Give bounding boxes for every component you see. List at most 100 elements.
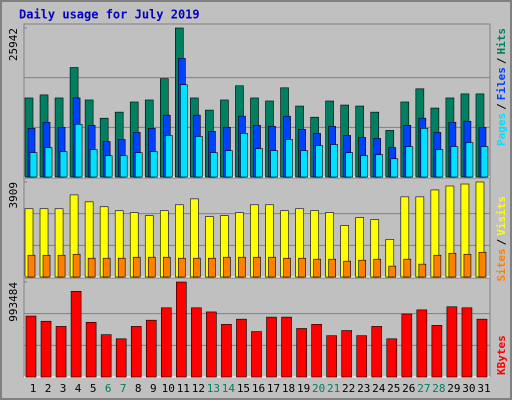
bar — [40, 320, 52, 378]
bar — [296, 328, 307, 378]
legend-separator: / — [495, 238, 508, 245]
bar — [176, 281, 187, 378]
bar — [450, 146, 459, 178]
bar — [223, 256, 231, 278]
x-tick-label: 16 — [252, 382, 265, 395]
x-tick-label: 25 — [387, 382, 400, 395]
y-tick-label: 993484 — [7, 282, 20, 322]
bar — [115, 338, 127, 378]
bar — [236, 318, 247, 378]
bar — [27, 254, 36, 278]
x-tick-label: 6 — [105, 382, 112, 395]
x-tick-label: 10 — [162, 382, 175, 395]
x-tick-label: 18 — [282, 382, 295, 395]
x-tick-label: 8 — [135, 382, 142, 395]
bar — [164, 135, 173, 178]
bar — [371, 326, 383, 378]
bar — [418, 263, 427, 278]
bar — [225, 150, 233, 178]
bar — [401, 313, 413, 378]
x-tick-label: 9 — [150, 382, 157, 395]
bar — [89, 149, 98, 178]
bar — [193, 257, 201, 278]
bar — [345, 152, 353, 178]
x-tick-label: 22 — [342, 382, 355, 395]
x-tick-label: 21 — [327, 382, 340, 395]
bar — [270, 150, 278, 178]
bar — [465, 142, 474, 178]
bar — [162, 256, 171, 278]
bar — [266, 316, 277, 378]
bar — [328, 258, 336, 278]
legend: KBytes — [495, 335, 508, 375]
bar — [238, 256, 246, 278]
bar — [281, 316, 292, 378]
bar — [191, 307, 202, 378]
x-tick-label: 24 — [372, 382, 386, 395]
y-tick-label: 3909 — [7, 182, 20, 209]
x-tick-label: 5 — [90, 382, 97, 395]
bar — [478, 251, 487, 278]
legend-separator: / — [495, 103, 508, 110]
bar — [416, 309, 428, 378]
bar — [130, 326, 142, 378]
x-tick-label: 4 — [75, 382, 82, 395]
y-tick-label: 25942 — [7, 28, 20, 61]
bar — [208, 257, 216, 278]
bar — [195, 136, 203, 178]
legend-entry: Visits — [495, 196, 508, 236]
x-tick-label: 1 — [30, 382, 37, 395]
bar — [25, 315, 37, 378]
bar — [390, 158, 399, 178]
bar — [221, 324, 232, 378]
bar — [29, 152, 38, 178]
bar — [341, 330, 352, 378]
bar — [375, 154, 384, 178]
bar — [298, 257, 306, 278]
x-tick-label: 13 — [207, 382, 220, 395]
bar — [102, 257, 111, 278]
bar — [87, 257, 96, 278]
x-tick-label: 19 — [297, 382, 310, 395]
bar — [70, 290, 82, 378]
bar — [100, 334, 112, 378]
x-tick-label: 28 — [432, 382, 445, 395]
bar — [461, 307, 473, 378]
legend: Pages / Files / Hits — [495, 28, 508, 146]
bar — [117, 257, 126, 278]
bar — [373, 258, 382, 278]
bar — [44, 147, 53, 178]
bar — [463, 253, 472, 278]
bar — [358, 259, 367, 278]
bar — [313, 258, 321, 278]
x-tick-label: 31 — [477, 382, 490, 395]
bar — [119, 155, 128, 178]
bar — [326, 335, 337, 378]
legend-separator: / — [495, 57, 508, 64]
x-tick-label: 29 — [447, 382, 460, 395]
x-tick-label: 27 — [417, 382, 430, 395]
bar — [435, 149, 444, 178]
bar — [147, 256, 156, 278]
bar — [330, 144, 338, 178]
bar — [251, 331, 262, 378]
bar — [405, 146, 414, 178]
bar — [480, 146, 489, 178]
bar — [476, 318, 488, 378]
bar — [74, 123, 83, 178]
x-tick-label: 14 — [222, 382, 236, 395]
bar — [448, 252, 457, 278]
legend-entry: Sites — [495, 248, 508, 281]
legend-entry: Files — [495, 67, 508, 100]
x-tick-label: 3 — [60, 382, 67, 395]
x-tick-label: 17 — [267, 382, 280, 395]
bar — [85, 321, 97, 378]
bar — [57, 254, 66, 278]
x-tick-label: 12 — [192, 382, 205, 395]
bar — [433, 254, 442, 278]
bar — [403, 258, 412, 278]
bar — [134, 152, 143, 178]
bar — [300, 150, 308, 178]
bar — [311, 324, 322, 378]
